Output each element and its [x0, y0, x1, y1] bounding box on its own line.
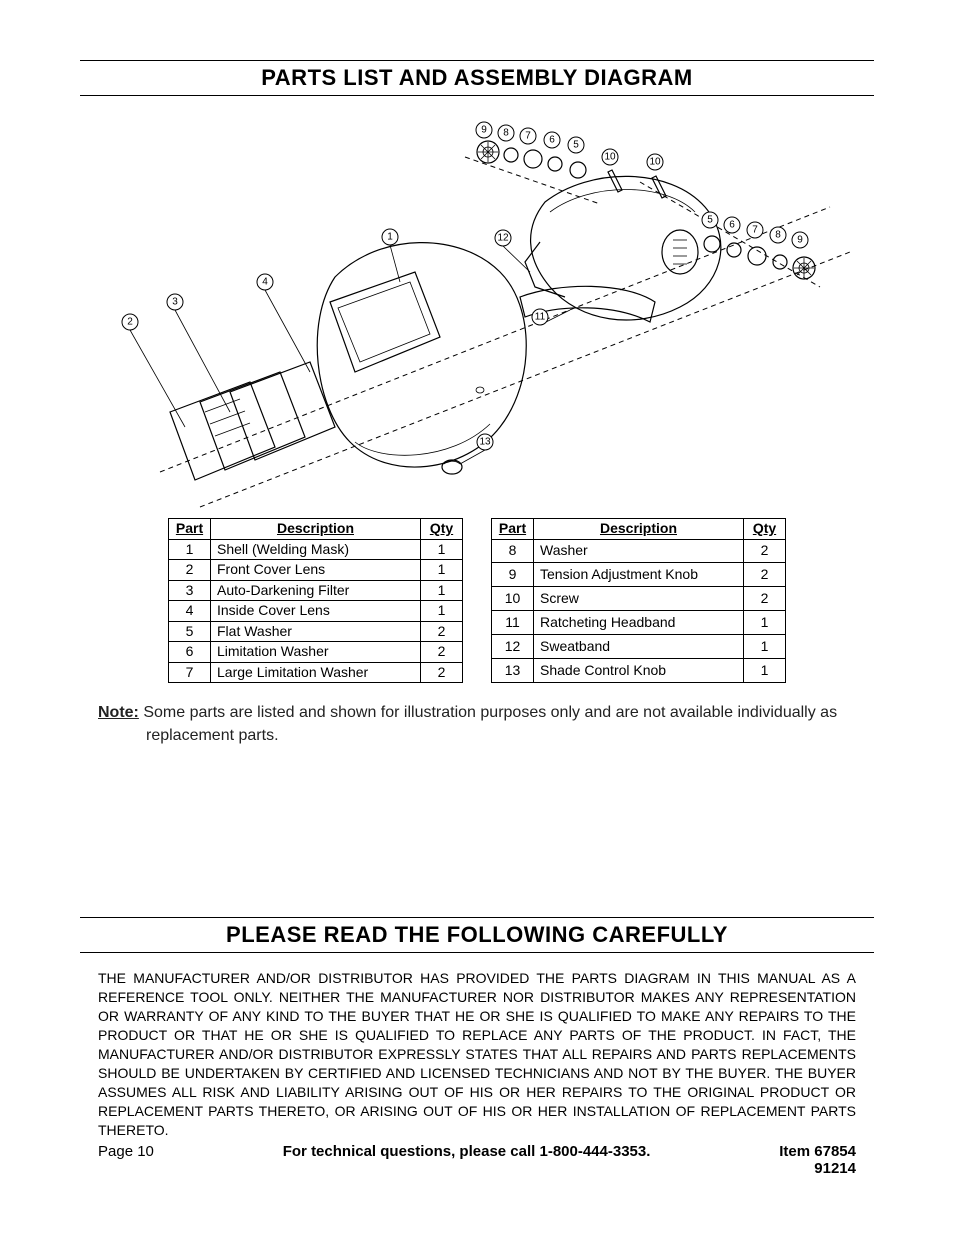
cell-part: 8 — [492, 539, 534, 563]
cell-part: 3 — [169, 580, 211, 601]
cell-desc: Tension Adjustment Knob — [534, 563, 744, 587]
callout-number: 6 — [549, 135, 555, 146]
cell-part: 10 — [492, 587, 534, 611]
table-row: 6Limitation Washer2 — [169, 642, 463, 663]
footer-item: Item 67854 — [779, 1143, 856, 1160]
cell-desc: Auto-Darkening Filter — [211, 580, 421, 601]
part-shell — [317, 243, 526, 467]
page-footer: Page 10 For technical questions, please … — [98, 1143, 856, 1160]
callout-number: 10 — [604, 152, 616, 163]
callout-number: 8 — [775, 230, 781, 241]
col-qty: Qty — [421, 519, 463, 540]
table-row: 7Large Limitation Washer2 — [169, 662, 463, 683]
callout-number: 9 — [797, 235, 803, 246]
table-row: 1Shell (Welding Mask)1 — [169, 539, 463, 560]
cell-qty: 1 — [744, 611, 786, 635]
note-label: Note: — [98, 704, 139, 721]
footer-item2: 91214 — [98, 1160, 856, 1177]
cell-desc: Inside Cover Lens — [211, 601, 421, 622]
callout-number: 5 — [707, 215, 713, 226]
col-part: Part — [492, 519, 534, 540]
table-row: 13Shade Control Knob1 — [492, 659, 786, 683]
footer-phone: For technical questions, please call 1-8… — [283, 1143, 651, 1160]
cell-part: 9 — [492, 563, 534, 587]
disclaimer-text: THE MANUFACTURER AND/OR DISTRIBUTOR HAS … — [98, 969, 856, 1139]
cell-qty: 2 — [744, 563, 786, 587]
col-desc: Description — [211, 519, 421, 540]
cell-desc: Ratcheting Headband — [534, 611, 744, 635]
cell-part: 13 — [492, 659, 534, 683]
col-part: Part — [169, 519, 211, 540]
cell-qty: 2 — [421, 662, 463, 683]
cell-desc: Shade Control Knob — [534, 659, 744, 683]
part-shade-knob — [442, 460, 462, 474]
cell-desc: Sweatband — [534, 635, 744, 659]
cell-desc: Flat Washer — [211, 621, 421, 642]
cell-part: 6 — [169, 642, 211, 663]
table-row: 5Flat Washer2 — [169, 621, 463, 642]
cell-qty: 1 — [744, 659, 786, 683]
table-row: 3Auto-Darkening Filter1 — [169, 580, 463, 601]
parts-table-right: Part Description Qty 8Washer29Tension Ad… — [491, 518, 786, 683]
cell-qty: 1 — [421, 580, 463, 601]
table-row: 10Screw2 — [492, 587, 786, 611]
cell-desc: Limitation Washer — [211, 642, 421, 663]
cell-part: 12 — [492, 635, 534, 659]
section-heading-parts: PARTS LIST AND ASSEMBLY DIAGRAM — [80, 60, 874, 96]
callout-number: 9 — [481, 125, 487, 136]
table-row: 11Ratcheting Headband1 — [492, 611, 786, 635]
cell-part: 2 — [169, 560, 211, 581]
cell-qty: 2 — [744, 539, 786, 563]
callout-number: 5 — [573, 140, 579, 151]
table-row: 4Inside Cover Lens1 — [169, 601, 463, 622]
cell-qty: 2 — [421, 642, 463, 663]
diagram-svg: .ln{stroke:#000;stroke-width:1.2;fill:no… — [80, 112, 874, 512]
callout-number: 7 — [752, 225, 758, 236]
section-heading-disclaimer: PLEASE READ THE FOLLOWING CAREFULLY — [80, 917, 874, 953]
cell-desc: Front Cover Lens — [211, 560, 421, 581]
callout-number: 3 — [172, 297, 178, 308]
cell-qty: 1 — [421, 560, 463, 581]
callout-number: 13 — [479, 437, 491, 448]
callout-number: 12 — [497, 233, 509, 244]
cell-qty: 2 — [744, 587, 786, 611]
callout-number: 7 — [525, 131, 531, 142]
cell-part: 4 — [169, 601, 211, 622]
table-row: 2Front Cover Lens1 — [169, 560, 463, 581]
parts-table-left: Part Description Qty 1Shell (Welding Mas… — [168, 518, 463, 683]
callout-number: 8 — [503, 128, 509, 139]
table-row: 9Tension Adjustment Knob2 — [492, 563, 786, 587]
parts-tables: Part Description Qty 1Shell (Welding Mas… — [80, 518, 874, 683]
assembly-diagram: .ln{stroke:#000;stroke-width:1.2;fill:no… — [80, 112, 874, 512]
table-row: 12Sweatband1 — [492, 635, 786, 659]
cell-qty: 2 — [421, 621, 463, 642]
cell-part: 1 — [169, 539, 211, 560]
part-headband — [525, 176, 721, 320]
col-qty: Qty — [744, 519, 786, 540]
cell-qty: 1 — [421, 601, 463, 622]
part-lens-stack — [170, 362, 335, 480]
cell-qty: 1 — [744, 635, 786, 659]
cell-desc: Large Limitation Washer — [211, 662, 421, 683]
col-desc: Description — [534, 519, 744, 540]
cell-part: 5 — [169, 621, 211, 642]
callout-number: 11 — [535, 312, 546, 323]
callout-number: 6 — [729, 220, 735, 231]
cell-part: 7 — [169, 662, 211, 683]
cell-desc: Washer — [534, 539, 744, 563]
cell-part: 11 — [492, 611, 534, 635]
note-text: Some parts are listed and shown for illu… — [139, 704, 837, 744]
cell-desc: Screw — [534, 587, 744, 611]
cell-qty: 1 — [421, 539, 463, 560]
note-paragraph: Note: Some parts are listed and shown fo… — [98, 701, 856, 747]
table-row: 8Washer2 — [492, 539, 786, 563]
callout-number: 2 — [127, 317, 133, 328]
callout-number: 1 — [387, 232, 393, 243]
cell-desc: Shell (Welding Mask) — [211, 539, 421, 560]
callout-number: 10 — [649, 157, 661, 168]
footer-page: Page 10 — [98, 1143, 154, 1160]
callout-number: 4 — [262, 277, 268, 288]
